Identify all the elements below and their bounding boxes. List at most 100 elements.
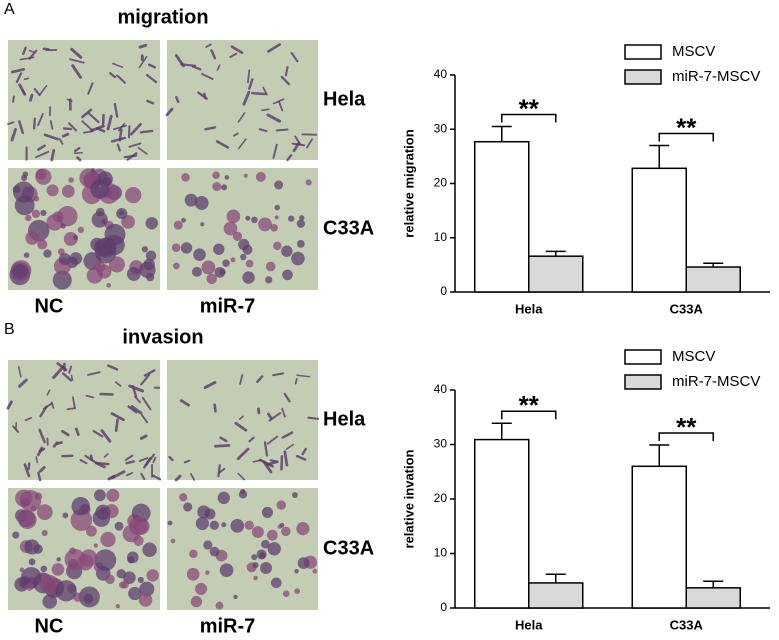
panel-label: A (4, 1, 15, 18)
significance-bracket (501, 410, 557, 420)
panel-label: B (4, 321, 15, 338)
cell (22, 46, 27, 56)
micrograph (8, 488, 160, 610)
cell (73, 146, 81, 153)
cell (22, 89, 26, 95)
cell (12, 263, 28, 279)
cell (130, 405, 143, 415)
cell (296, 239, 305, 248)
cell (139, 434, 148, 440)
cell (116, 207, 128, 220)
cell (85, 525, 97, 537)
cell (218, 467, 226, 474)
cell (280, 75, 291, 86)
micrograph-bg (167, 360, 318, 480)
cell (108, 256, 125, 273)
cell (189, 549, 198, 559)
cell (276, 500, 286, 510)
cell (43, 133, 59, 141)
cell (272, 98, 285, 105)
cell (106, 282, 112, 288)
cell (116, 143, 121, 152)
cell (113, 102, 119, 118)
cell (204, 508, 216, 520)
cell (183, 502, 193, 512)
cell (285, 443, 295, 450)
cell (140, 373, 151, 386)
cell (266, 529, 278, 541)
cell (28, 49, 35, 53)
cell (68, 122, 78, 132)
cell (87, 371, 101, 376)
cell (307, 416, 320, 420)
cell (209, 520, 219, 530)
cell (43, 249, 52, 258)
micrograph (7, 40, 160, 162)
cell (195, 582, 208, 595)
legend-swatch (624, 374, 662, 390)
cell (206, 273, 217, 285)
micrograph-bg (167, 168, 318, 290)
cell (217, 464, 221, 478)
significance-label: ** (676, 112, 697, 142)
cell (83, 593, 94, 604)
cell (116, 569, 126, 579)
cell (52, 365, 65, 380)
y-tick-label: 40 (434, 67, 448, 81)
cell (222, 259, 230, 267)
cell (58, 253, 71, 266)
cell (37, 471, 42, 482)
cell (201, 260, 216, 275)
cell (126, 152, 138, 161)
cell (141, 414, 149, 424)
cell (58, 138, 64, 145)
cell (267, 542, 281, 556)
cell (201, 73, 214, 80)
cell (252, 562, 259, 569)
cell (70, 509, 93, 531)
cell (35, 150, 50, 159)
cell (37, 113, 44, 127)
cell (167, 520, 173, 526)
cell (175, 95, 180, 103)
cell (266, 435, 279, 445)
cell (25, 582, 34, 591)
legend-label: miR-7-MSCV (672, 68, 760, 85)
cell (274, 204, 281, 211)
cell (7, 121, 15, 126)
cell (94, 489, 106, 502)
cell (138, 593, 153, 607)
cell (125, 460, 135, 465)
cell (12, 531, 20, 539)
cell (217, 491, 230, 505)
cell (31, 209, 41, 219)
cell (94, 261, 106, 273)
micrograph-bg (8, 360, 160, 480)
cell (124, 454, 134, 461)
cell (70, 47, 83, 59)
cell (269, 459, 277, 463)
micrograph (167, 168, 318, 290)
cell (191, 266, 202, 277)
cell (230, 519, 245, 533)
cell (262, 86, 268, 96)
cell (37, 239, 48, 250)
cell (284, 65, 289, 77)
cell (46, 184, 59, 197)
cell (14, 577, 29, 592)
cell (253, 575, 258, 581)
cell (272, 143, 278, 159)
cell (23, 252, 30, 258)
cell (230, 257, 236, 263)
cell (286, 154, 293, 162)
cell (233, 594, 238, 600)
cell (134, 395, 141, 404)
cell (223, 221, 238, 236)
cell (281, 407, 286, 418)
cell (278, 101, 284, 112)
cell (6, 400, 13, 410)
cell (15, 72, 23, 84)
cell (129, 516, 148, 536)
cell (205, 43, 212, 48)
cell (35, 456, 38, 464)
